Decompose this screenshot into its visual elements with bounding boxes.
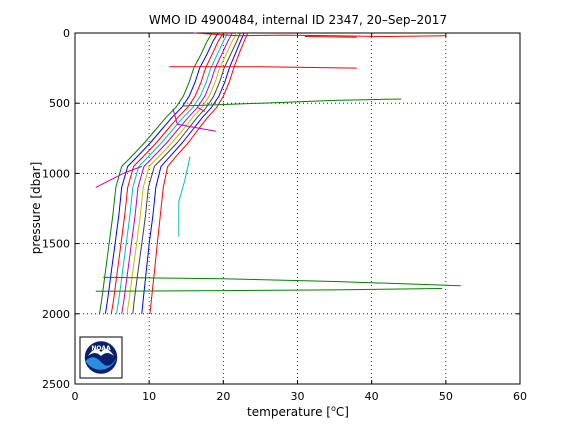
y-axis-label: pressure [dbar] xyxy=(29,162,43,255)
profile-line-1 xyxy=(99,32,213,314)
x-tick-label: 30 xyxy=(291,390,305,403)
profile-line-18 xyxy=(103,276,461,287)
profile-line-2 xyxy=(104,32,219,314)
profile-line-15 xyxy=(197,106,206,113)
noaa-logo-gull xyxy=(88,349,114,356)
x-tick-label: 40 xyxy=(365,390,379,403)
y-tick-label: 2500 xyxy=(42,378,70,391)
y-tick-label: 1500 xyxy=(42,238,70,251)
profile-line-3 xyxy=(110,32,224,314)
profile-line-12 xyxy=(169,66,357,69)
profile-line-16 xyxy=(95,165,142,188)
y-tick-label: 2000 xyxy=(42,308,70,321)
profiles xyxy=(95,32,461,314)
x-axis-label-superscript: o xyxy=(331,404,336,413)
axis-ticks: 0 10 20 30 40 50 60 0 500 1000 1500 2000 2500 xyxy=(42,27,527,403)
profile-line-13 xyxy=(182,98,402,107)
profile-line-4 xyxy=(116,32,229,314)
x-axis-label-suffix: C] xyxy=(336,405,349,419)
profile-line-7 xyxy=(132,32,241,314)
noaa-logo-text: NOAA xyxy=(91,345,111,352)
y-tick-label: 500 xyxy=(49,97,70,110)
y-tick-label: 0 xyxy=(63,27,70,40)
x-tick-label: 10 xyxy=(142,390,156,403)
chart-title: WMO ID 4900484, internal ID 2347, 20–Sep… xyxy=(149,13,447,27)
x-tick-label: 50 xyxy=(439,390,453,403)
profile-line-17 xyxy=(178,156,191,237)
noaa-logo: NOAA xyxy=(79,336,123,379)
profile-line-14 xyxy=(172,108,216,132)
profile-line-8 xyxy=(141,32,245,314)
noaa-logo-wave xyxy=(85,357,117,370)
profile-line-6 xyxy=(126,32,238,314)
x-axis-label: temperature [oC] xyxy=(247,404,349,419)
x-axis-label-prefix: temperature [ xyxy=(247,405,331,419)
profile-line-11 xyxy=(304,36,357,38)
profile-line-10 xyxy=(193,32,446,37)
x-tick-label: 20 xyxy=(216,390,230,403)
profile-line-5 xyxy=(121,32,233,314)
y-tick-label: 1000 xyxy=(42,167,70,180)
profile-line-19 xyxy=(95,288,443,292)
x-tick-label: 60 xyxy=(513,390,527,403)
profile-line-9 xyxy=(149,32,249,314)
grid xyxy=(75,33,520,384)
x-tick-label: 0 xyxy=(72,390,79,403)
